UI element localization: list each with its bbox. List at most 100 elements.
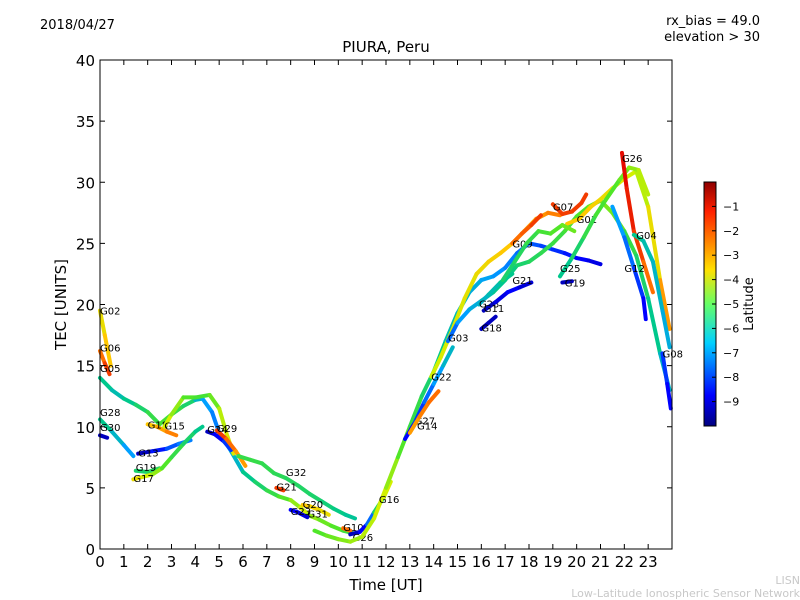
- track-segment: [650, 259, 665, 313]
- satellite-label: G10: [343, 523, 363, 534]
- track-segment: [136, 449, 155, 456]
- track-segment: [252, 479, 269, 493]
- track-segment: [360, 516, 377, 539]
- track-segment: [631, 265, 646, 301]
- track-segment: [560, 223, 577, 234]
- track-segment: [212, 432, 226, 444]
- track-segment: [298, 505, 310, 516]
- track-segment: [343, 512, 358, 521]
- y-tick-label: 20: [76, 297, 95, 315]
- satellite-label: G18: [148, 420, 168, 431]
- satellite-label: G23: [291, 507, 311, 518]
- track-segment: [503, 251, 520, 270]
- track-segment: [529, 213, 543, 228]
- track-segment: [548, 223, 565, 236]
- track-segment: [98, 417, 114, 434]
- x-tick-label: 14: [424, 553, 443, 571]
- track-segment: [109, 429, 126, 448]
- axes-layer: 0 1 2 3 4 5 6 7 8 9 10 11 12 13 14 15 16 17 18 19 20 21 22 2305…: [52, 52, 673, 594]
- series-g20: G20: [300, 500, 331, 517]
- colorbar-tick-label: −3: [723, 249, 739, 262]
- x-tick-label: 22: [615, 553, 634, 571]
- track-segment: [224, 436, 238, 454]
- track-segment: [474, 259, 491, 276]
- track-segment: [417, 400, 431, 419]
- colorbar-tick-label: −5: [723, 298, 739, 311]
- series-g31: G31: [305, 510, 355, 536]
- series-g10: G10: [341, 523, 364, 534]
- track-segment: [193, 392, 212, 400]
- track-segment: [462, 271, 479, 301]
- track-segment: [319, 499, 336, 511]
- x-tick-label: 9: [310, 553, 320, 571]
- satellite-label: G25: [560, 264, 580, 275]
- track-segment: [407, 414, 422, 435]
- track-segment: [581, 213, 598, 240]
- series-g07: G07: [550, 192, 589, 217]
- track-segment: [193, 424, 205, 434]
- x-tick-label: 3: [167, 553, 177, 571]
- track-segment: [562, 251, 579, 261]
- track-segment: [510, 231, 524, 246]
- track-segment: [524, 229, 541, 246]
- satellite-label: G13: [138, 448, 158, 459]
- track-segment: [109, 388, 126, 401]
- colorbar-tick-label: −7: [723, 347, 739, 360]
- y-tick-label: 30: [76, 174, 95, 192]
- series-g08: G08: [660, 349, 683, 411]
- satellite-label: G01: [577, 215, 597, 226]
- track-segment: [646, 204, 663, 283]
- colorbar-tick-label: −4: [723, 274, 739, 287]
- x-tick-label: 21: [591, 553, 610, 571]
- series-g12: G12: [610, 204, 648, 322]
- satellite-label: G22: [431, 373, 451, 384]
- track-segment: [550, 202, 565, 217]
- track-segment: [634, 253, 651, 301]
- satellite-label: G14: [417, 422, 437, 433]
- track-segment: [331, 506, 348, 517]
- track-segment: [221, 439, 234, 452]
- track-segment: [164, 441, 181, 451]
- x-tick-label: 7: [262, 553, 272, 571]
- satellite-label: G20: [303, 500, 323, 511]
- x-tick-label: 4: [191, 553, 201, 571]
- track-segment: [133, 402, 150, 415]
- satellite-label: G05: [100, 364, 120, 375]
- track-segment: [445, 320, 460, 344]
- track-segment: [577, 204, 593, 221]
- series-g22: G22: [429, 210, 562, 384]
- credit: LISN Low-Latitude Ionospheric Sensor Net…: [571, 574, 800, 600]
- series-g21: G21: [500, 223, 577, 287]
- track-segment: [491, 265, 508, 279]
- track-segment: [98, 433, 110, 440]
- track-segment: [283, 476, 300, 488]
- bias-info: rx_bias = 49.0 elevation > 30: [664, 14, 760, 46]
- track-segment: [593, 198, 608, 218]
- track-segment: [498, 241, 515, 256]
- series-g04: G04: [631, 231, 672, 350]
- satellite-label: G07: [553, 203, 573, 214]
- x-tick-label: 11: [353, 553, 372, 571]
- track-segment: [145, 410, 162, 427]
- track-segment: [422, 381, 436, 405]
- satellite-label: G03: [448, 334, 468, 345]
- track-segment: [565, 216, 582, 226]
- satellite-label: G29: [217, 424, 237, 435]
- track-segment: [641, 238, 655, 264]
- track-segment: [241, 469, 257, 484]
- x-tick-label: 0: [95, 553, 105, 571]
- credit-short: LISN: [775, 574, 800, 587]
- track-segment: [500, 259, 517, 283]
- track-segment: [550, 229, 567, 246]
- plot-frame: [99, 59, 673, 550]
- satellite-label: G15: [164, 422, 184, 433]
- x-tick-label: 17: [496, 553, 515, 571]
- track-segment: [610, 204, 627, 240]
- satellite-label: G12: [624, 264, 644, 275]
- track-segment: [517, 280, 534, 290]
- track-segment: [624, 186, 636, 234]
- x-axis-label: Time [UT]: [348, 576, 422, 594]
- track-segment: [486, 251, 503, 264]
- y-tick-label: 40: [76, 52, 95, 70]
- satellite-label: G31: [307, 510, 327, 521]
